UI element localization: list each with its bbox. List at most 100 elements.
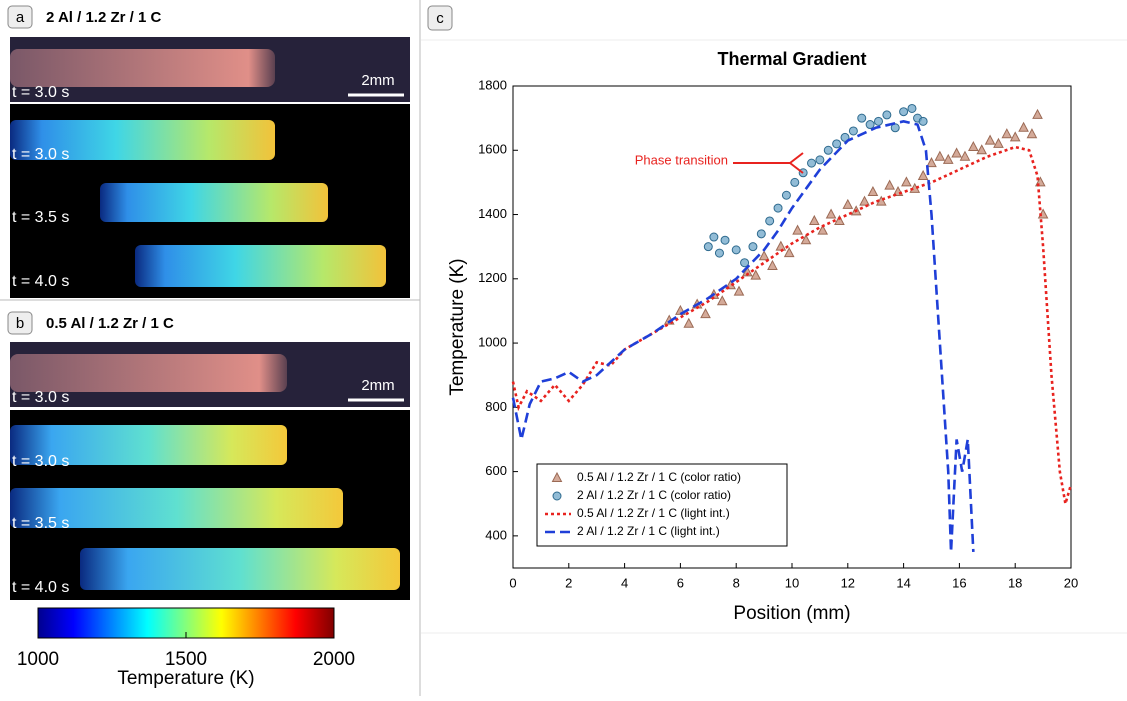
scale-label: 2mm [361, 72, 394, 89]
data-point [792, 224, 803, 235]
y-tick-label: 1400 [478, 206, 507, 221]
data-point [867, 185, 879, 197]
x-tick-label: 16 [952, 575, 966, 590]
data-point [926, 157, 937, 168]
x-tick-label: 14 [896, 575, 910, 590]
data-point [993, 137, 1004, 148]
data-point [834, 214, 845, 225]
data-point [984, 134, 996, 145]
panel-label-box [7, 5, 33, 29]
thermal-bar [10, 488, 343, 528]
y-tick-label: 600 [485, 463, 507, 478]
frame-time: t = 4.0 s [12, 273, 69, 290]
data-line [511, 120, 975, 552]
frame-time: t = 3.5 s [12, 515, 69, 532]
legend-label: 2 Al / 1.2 Zr / 1 C (light int.) [577, 524, 720, 538]
x-tick-label: 10 [785, 575, 799, 590]
data-point [873, 116, 883, 126]
data-point [815, 155, 825, 165]
data-point [1009, 131, 1021, 142]
data-point [951, 147, 962, 158]
data-point [882, 110, 892, 120]
data-point [934, 150, 946, 161]
data-point [740, 258, 750, 268]
data-point [683, 317, 695, 328]
data-point [1001, 128, 1013, 139]
legend-marker [551, 471, 563, 482]
legend-label: 0.5 Al / 1.2 Zr / 1 C (light int.) [577, 506, 730, 520]
frame-time: t = 3.0 s [12, 453, 69, 470]
data-point [857, 113, 867, 123]
colorbar-tick-label: 2000 [313, 649, 355, 670]
x-tick-label: 6 [677, 575, 684, 590]
data-point [775, 240, 787, 251]
data-point [716, 295, 728, 306]
data-point [907, 103, 917, 113]
scale-label: 2mm [361, 377, 394, 394]
legend-marker [552, 491, 562, 501]
data-point [773, 203, 783, 213]
y-tick-label: 1800 [478, 77, 507, 92]
frame-time: t = 3.0 s [12, 389, 69, 406]
glow [10, 354, 287, 392]
data-point [917, 169, 929, 180]
y-tick-label: 1200 [478, 270, 507, 285]
data-point [807, 158, 817, 168]
x-tick-label: 2 [565, 575, 572, 590]
data-point [890, 123, 900, 133]
x-tick-label: 0 [509, 575, 516, 590]
data-point [765, 216, 775, 226]
data-point [783, 247, 795, 258]
thermal-bar [10, 425, 287, 465]
data-point [709, 232, 719, 242]
annotation: Phase transition [635, 152, 728, 167]
chart: c Thermal Gradient 0 2 4 6 8 10 12 14 16 18 20 400 600… [427, 5, 1078, 624]
legend-label: 0.5 Al / 1.2 Zr / 1 C (color ratio) [577, 470, 741, 484]
data-point [750, 269, 762, 280]
x-axis-label: Position (mm) [733, 603, 850, 624]
data-point [899, 107, 909, 117]
colorbar-tick-label: 1000 [17, 649, 59, 670]
y-tick-label: 400 [485, 527, 507, 542]
data-point [942, 153, 954, 164]
data-point [733, 285, 745, 296]
data-point [825, 208, 837, 219]
data-point [1026, 128, 1038, 139]
colorbar-label: Temperature (K) [117, 668, 254, 689]
data-point [700, 308, 711, 319]
data-point [758, 250, 770, 261]
annotation-arrow [733, 152, 804, 174]
data-point [884, 179, 895, 190]
x-tick-label: 4 [621, 575, 628, 590]
data-point [731, 245, 741, 255]
data-point [832, 139, 842, 149]
glow [10, 49, 275, 87]
data-point [859, 195, 870, 206]
panel-label: a [16, 9, 25, 26]
legend-box [536, 463, 788, 547]
left-panels: a 2 Al / 1.2 Zr / 1 C t = 3.0 s t = 3.0 s t … [7, 5, 410, 689]
data-point [848, 126, 858, 136]
data-point [976, 144, 988, 155]
data-point [840, 132, 850, 142]
data-point [703, 242, 713, 252]
panel-title: 0.5 Al / 1.2 Zr / 1 C [46, 315, 174, 332]
x-tick-label: 18 [1008, 575, 1022, 590]
frame-time: t = 4.0 s [12, 579, 69, 596]
x-tick-label: 20 [1064, 575, 1078, 590]
panel-label: b [16, 315, 24, 332]
data-point [767, 259, 778, 270]
x-tick-label: 8 [733, 575, 740, 590]
frame-time: t = 3.0 s [12, 84, 69, 101]
thermal-bar [80, 548, 400, 590]
data-line [511, 145, 1073, 505]
data-point [748, 242, 758, 252]
data-point [1018, 121, 1029, 132]
panel-title: 2 Al / 1.2 Zr / 1 C [46, 9, 161, 26]
data-point [800, 234, 812, 245]
data-point [781, 190, 791, 200]
colorbar-tick-label: 1500 [165, 649, 207, 670]
data-point [720, 235, 730, 245]
data-point [817, 224, 829, 235]
